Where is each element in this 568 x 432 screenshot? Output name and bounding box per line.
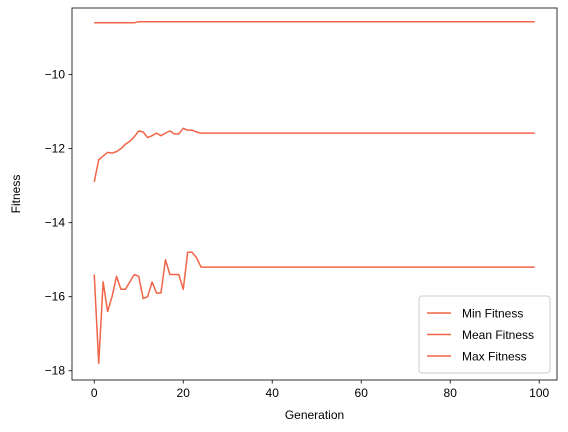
x-axis: 0 20 40 60 80 100 bbox=[91, 380, 550, 400]
y-tick-label: −16 bbox=[45, 290, 66, 304]
series-line-2 bbox=[94, 20, 535, 24]
x-tick-label: 60 bbox=[355, 386, 369, 400]
y-tick-label: −18 bbox=[45, 364, 66, 378]
y-tick-label: −10 bbox=[45, 68, 66, 82]
series-line-0 bbox=[93, 251, 535, 365]
x-axis-label: Generation bbox=[285, 408, 344, 422]
x-tick-label: 20 bbox=[177, 386, 191, 400]
legend-label-1: Mean Fitness bbox=[462, 328, 534, 342]
x-tick-label: 100 bbox=[529, 386, 549, 400]
plot-frame bbox=[71, 7, 558, 381]
legend-label-0: Min Fitness bbox=[462, 307, 523, 321]
series-layer bbox=[93, 20, 535, 365]
legend-box bbox=[418, 295, 551, 374]
series-line-1 bbox=[93, 127, 535, 183]
x-tick-label: 40 bbox=[266, 386, 280, 400]
legend: Min Fitness Mean Fitness Max Fitness bbox=[418, 295, 551, 374]
x-tick-label: 80 bbox=[444, 386, 458, 400]
x-tick-label: 0 bbox=[91, 386, 98, 400]
legend-label-2: Max Fitness bbox=[462, 350, 527, 364]
y-tick-label: −14 bbox=[45, 216, 66, 230]
y-axis: −18 −16 −14 −12 −10 bbox=[45, 68, 72, 378]
y-axis-label: Fitness bbox=[9, 175, 23, 214]
y-tick-label: −12 bbox=[45, 142, 66, 156]
